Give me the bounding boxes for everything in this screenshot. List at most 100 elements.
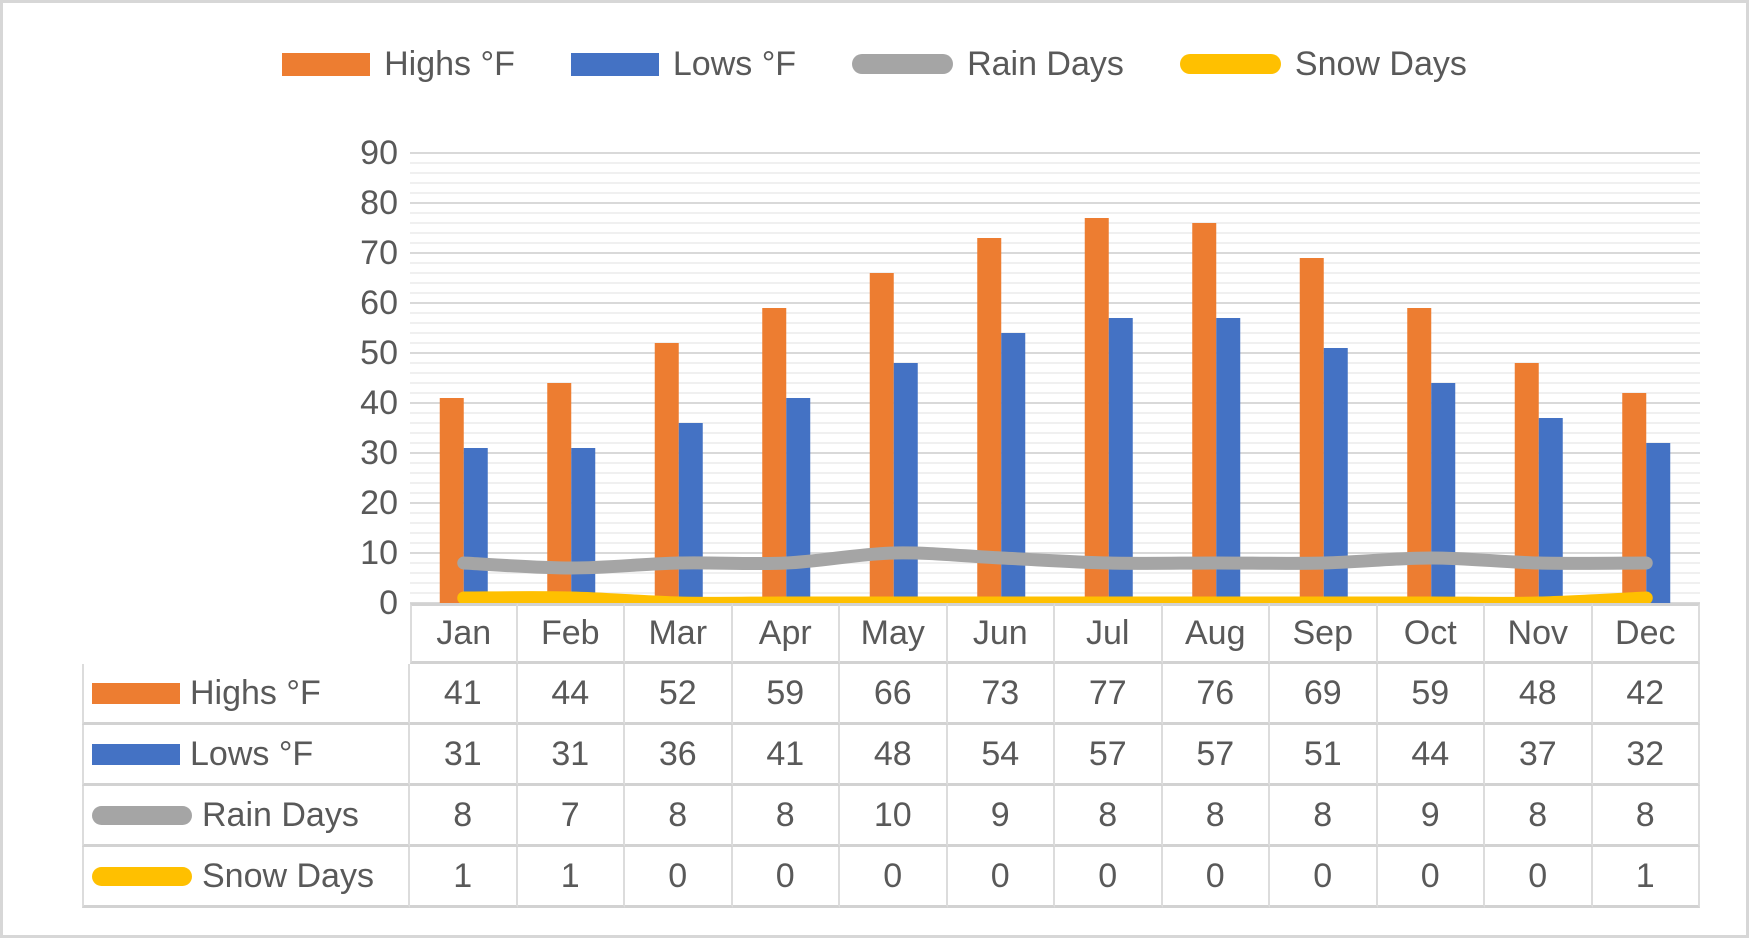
value-lows-f-apr: 41 — [732, 725, 840, 786]
highs-f-table-swatch-icon — [92, 682, 180, 704]
month-header-nov: Nov — [1485, 603, 1593, 664]
series-label-text: Snow Days — [202, 856, 374, 895]
value-highs-f-oct: 59 — [1377, 664, 1485, 725]
lows-f-bar-aug[interactable] — [1216, 318, 1241, 603]
legend-item-highs-f[interactable]: Highs °F — [282, 45, 515, 84]
month-header-aug: Aug — [1162, 603, 1270, 664]
highs-f-bar-jun[interactable] — [977, 238, 1002, 603]
value-highs-f-dec: 42 — [1592, 664, 1700, 725]
value-lows-f-oct: 44 — [1377, 725, 1485, 786]
rain-days-table-swatch-icon — [92, 805, 192, 825]
value-snow-days-sep: 0 — [1270, 847, 1378, 908]
rain-days-line[interactable] — [457, 546, 1653, 575]
lows-f-bar-apr[interactable] — [786, 398, 811, 603]
month-header-sep: Sep — [1270, 603, 1378, 664]
value-highs-f-apr: 59 — [732, 664, 840, 725]
lows-f-bar-may[interactable] — [893, 363, 918, 603]
series-label-highs-f: Highs °F — [82, 664, 410, 725]
value-snow-days-dec: 1 — [1592, 847, 1700, 908]
value-lows-f-aug: 57 — [1162, 725, 1270, 786]
lows-f-bar-nov[interactable] — [1538, 418, 1563, 603]
value-lows-f-jun: 54 — [947, 725, 1055, 786]
lows-f-bar-jul[interactable] — [1108, 318, 1133, 603]
month-header-may: May — [840, 603, 948, 664]
lows-f-bar-feb[interactable] — [571, 448, 596, 603]
value-lows-f-mar: 36 — [625, 725, 733, 786]
y-axis-tick-label: 20 — [360, 484, 398, 522]
highs-f-bar-apr[interactable] — [762, 308, 787, 603]
value-highs-f-jun: 73 — [947, 664, 1055, 725]
legend-label: Lows °F — [672, 44, 797, 83]
y-axis-tick-label: 40 — [360, 384, 398, 422]
highs-f-bar-jan[interactable] — [439, 398, 464, 603]
value-lows-f-dec: 32 — [1592, 725, 1700, 786]
table-corner-cell — [82, 603, 410, 664]
legend-item-snow-days[interactable]: Snow Days — [1179, 44, 1467, 84]
value-highs-f-feb: 44 — [517, 664, 625, 725]
month-header-apr: Apr — [732, 603, 840, 664]
value-snow-days-feb: 1 — [517, 847, 625, 908]
month-header-feb: Feb — [517, 603, 625, 664]
value-highs-f-jan: 41 — [410, 664, 518, 725]
month-header-jan: Jan — [410, 603, 518, 664]
value-lows-f-feb: 31 — [517, 725, 625, 786]
chart-data-table: Jan Feb Mar Apr May Jun Jul Aug Sep Oct Nov Dec High… — [82, 603, 1700, 908]
highs-f-bar-jul[interactable] — [1084, 218, 1109, 603]
lows-f-bar-oct[interactable] — [1431, 383, 1456, 603]
series-label-rain-days: Rain Days — [82, 786, 410, 847]
value-snow-days-jun: 0 — [947, 847, 1055, 908]
y-axis-tick-label: 10 — [360, 534, 398, 572]
legend-label: Rain Days — [967, 44, 1124, 83]
value-highs-f-jul: 77 — [1055, 664, 1163, 725]
snow-days-table-swatch-icon — [92, 866, 192, 886]
highs-f-bar-sep[interactable] — [1299, 258, 1324, 603]
y-axis-tick-label: 0 — [379, 584, 398, 622]
legend-item-rain-days[interactable]: Rain Days — [852, 45, 1124, 84]
value-lows-f-jul: 57 — [1055, 725, 1163, 786]
y-axis-tick-label: 80 — [360, 184, 398, 222]
value-rain-days-apr: 8 — [732, 786, 840, 847]
value-snow-days-jul: 0 — [1055, 847, 1163, 908]
snow-days-legend-swatch-icon — [1179, 54, 1281, 74]
y-axis-tick-label: 50 — [360, 334, 398, 372]
value-rain-days-may: 10 — [840, 786, 948, 847]
rain-days-legend-swatch-icon — [852, 54, 954, 74]
lows-f-bar-jan[interactable] — [463, 448, 488, 603]
month-header-jun: Jun — [947, 603, 1055, 664]
value-snow-days-jan: 1 — [410, 847, 518, 908]
highs-f-bar-dec[interactable] — [1622, 393, 1647, 603]
value-highs-f-mar: 52 — [625, 664, 733, 725]
y-axis-tick-label: 90 — [360, 134, 398, 172]
lows-f-bar-dec[interactable] — [1646, 443, 1671, 603]
major-gridlines — [410, 152, 1700, 604]
value-rain-days-sep: 8 — [1270, 786, 1378, 847]
series-label-text: Lows °F — [190, 734, 314, 773]
series-label-lows-f: Lows °F — [82, 725, 410, 786]
value-rain-days-feb: 7 — [517, 786, 625, 847]
value-rain-days-mar: 8 — [625, 786, 733, 847]
value-highs-f-nov: 48 — [1485, 664, 1593, 725]
month-header-mar: Mar — [625, 603, 733, 664]
legend-label: Snow Days — [1294, 44, 1467, 83]
lows-f-bar-mar[interactable] — [678, 423, 703, 603]
value-rain-days-dec: 8 — [1592, 786, 1700, 847]
value-highs-f-sep: 69 — [1270, 664, 1378, 725]
series-label-text: Rain Days — [202, 795, 359, 834]
lows-f-legend-swatch-icon — [570, 52, 659, 76]
value-snow-days-mar: 0 — [625, 847, 733, 908]
value-rain-days-nov: 8 — [1485, 786, 1593, 847]
series-label-text: Highs °F — [190, 673, 321, 712]
value-lows-f-may: 48 — [840, 725, 948, 786]
value-snow-days-nov: 0 — [1485, 847, 1593, 908]
minor-gridlines — [410, 162, 1700, 594]
value-lows-f-nov: 37 — [1485, 725, 1593, 786]
highs-f-bar-aug[interactable] — [1192, 223, 1217, 603]
value-highs-f-may: 66 — [840, 664, 948, 725]
legend-item-lows-f[interactable]: Lows °F — [570, 44, 797, 84]
y-axis-tick-label: 70 — [360, 234, 398, 272]
value-rain-days-jan: 8 — [410, 786, 518, 847]
value-snow-days-may: 0 — [840, 847, 948, 908]
value-rain-days-aug: 8 — [1162, 786, 1270, 847]
